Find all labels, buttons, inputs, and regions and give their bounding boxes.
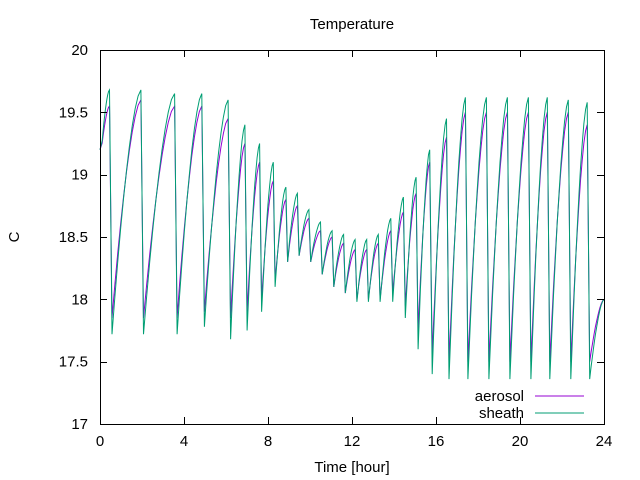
legend-label: sheath [479,405,524,422]
y-tick-label: 18.5 [59,229,88,246]
chart-title: Temperature [310,16,394,33]
y-tick-label: 18 [71,291,88,308]
x-tick-label: 8 [264,433,272,450]
y-tick-label: 19 [71,167,88,184]
x-tick-label: 20 [512,433,529,450]
x-tick-label: 16 [428,433,445,450]
x-tick-label: 0 [96,433,104,450]
axis-ticks: 0 4 8 12 16 20 24 17 17.5 18 18.5 19 19.5 20 [59,42,613,450]
y-tick-label: 17 [71,416,88,433]
x-axis-label: Time [hour] [314,459,389,476]
y-tick-label: 20 [71,42,88,59]
legend-label: aerosol [475,388,524,405]
y-tick-label: 17.5 [59,354,88,371]
series-line-sheath [99,88,605,380]
y-axis-label: C [6,231,23,242]
plot-series [99,88,605,380]
x-tick-label: 4 [180,433,188,450]
x-tick-label: 24 [596,433,613,450]
x-tick-label: 12 [344,433,361,450]
y-tick-label: 19.5 [59,104,88,121]
